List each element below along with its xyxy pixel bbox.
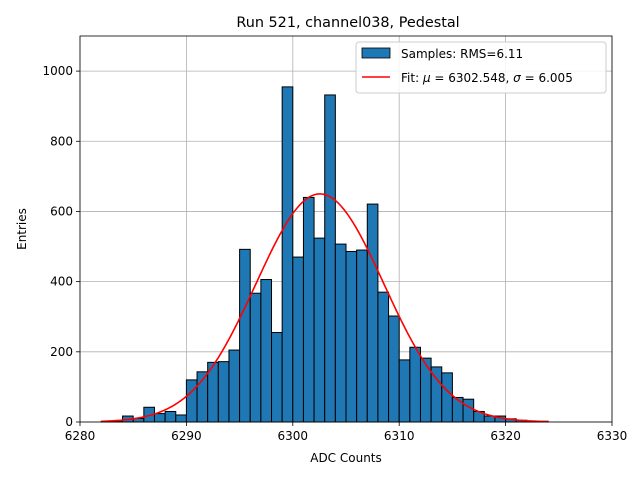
gaussian-fit-curve bbox=[101, 193, 549, 423]
histogram-bar bbox=[153, 413, 166, 423]
histogram-bar bbox=[377, 291, 390, 423]
legend-mu-symbol: μ bbox=[422, 71, 431, 85]
legend-fit-label: Fit: μ = 6302.548, σ = 6.005 bbox=[401, 71, 573, 85]
histogram-bars bbox=[100, 86, 549, 423]
histogram-bar bbox=[185, 379, 198, 423]
histogram-bar bbox=[217, 361, 230, 423]
legend-sigma-value: 6.005 bbox=[538, 71, 572, 85]
histogram-bar bbox=[324, 94, 336, 423]
legend-sigma-symbol: σ bbox=[513, 71, 521, 85]
histogram-bar bbox=[164, 410, 177, 423]
histogram-bar bbox=[398, 359, 411, 423]
y-tick-label: 0 bbox=[65, 415, 73, 429]
histogram-bar bbox=[334, 243, 347, 423]
legend-mu-value: 6302.548 bbox=[448, 71, 505, 85]
histogram-bar bbox=[313, 237, 326, 423]
x-tick-label: 6300 bbox=[278, 429, 309, 443]
histogram-bar bbox=[281, 86, 294, 423]
y-tick-label: 600 bbox=[50, 204, 73, 218]
y-axis-label: Entries bbox=[15, 208, 29, 250]
histogram-bar bbox=[249, 292, 262, 423]
x-tick-label: 6320 bbox=[490, 429, 521, 443]
histogram-bar bbox=[302, 196, 315, 423]
legend-mu-equals: = bbox=[431, 71, 449, 85]
legend-sigma-equals: = bbox=[521, 71, 539, 85]
histogram-bar bbox=[292, 256, 304, 423]
histogram-bar bbox=[228, 349, 241, 423]
y-tick-label: 200 bbox=[50, 345, 73, 359]
legend-fit-prefix: Fit: bbox=[401, 71, 423, 85]
y-tick-label: 800 bbox=[50, 134, 73, 148]
histogram-bar bbox=[366, 203, 379, 423]
histogram-bar bbox=[260, 279, 273, 423]
plot-frame bbox=[79, 35, 613, 423]
histogram-bar bbox=[271, 332, 283, 423]
x-tick-label: 6310 bbox=[384, 429, 415, 443]
x-tick-label: 6280 bbox=[65, 429, 96, 443]
histogram-bar bbox=[409, 346, 421, 423]
legend-separator: , bbox=[506, 71, 514, 85]
legend-bar-swatch bbox=[361, 47, 391, 59]
histogram-bar bbox=[175, 414, 187, 423]
histogram-bar bbox=[441, 372, 453, 423]
legend: Samples: RMS=6.11 Fit: μ = 6302.548, σ =… bbox=[355, 41, 607, 94]
histogram-bar bbox=[462, 398, 475, 423]
y-tick-label: 400 bbox=[50, 275, 73, 289]
histogram-bar bbox=[419, 357, 432, 423]
x-axis-ticks: 6280 6290 6300 6310 6320 6330 bbox=[65, 422, 628, 443]
histogram-bar bbox=[451, 396, 464, 423]
y-tick-label: 1000 bbox=[42, 64, 73, 78]
x-axis-label: ADC Counts bbox=[310, 451, 382, 465]
y-axis-ticks: 0 200 400 600 800 1000 bbox=[42, 64, 80, 429]
x-tick-label: 6290 bbox=[171, 429, 202, 443]
histogram-bar bbox=[345, 250, 358, 423]
histogram-bar bbox=[356, 249, 368, 423]
histogram-bar bbox=[388, 315, 400, 423]
x-tick-label: 6330 bbox=[597, 429, 628, 443]
legend-samples-label: Samples: RMS=6.11 bbox=[401, 47, 523, 61]
histogram-bar bbox=[239, 248, 251, 423]
legend-box bbox=[355, 41, 607, 94]
chart-title: Run 521, channel038, Pedestal bbox=[236, 15, 459, 31]
